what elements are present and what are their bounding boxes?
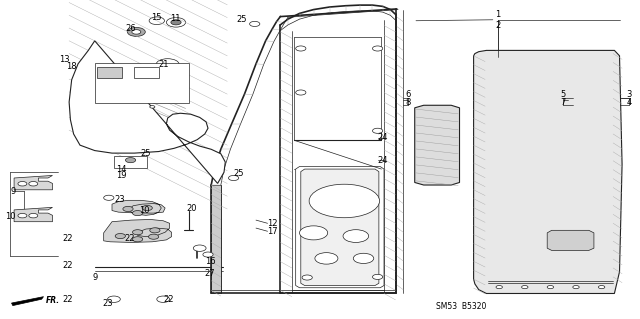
Circle shape xyxy=(573,286,579,289)
Circle shape xyxy=(372,46,383,51)
Text: FR.: FR. xyxy=(46,296,60,305)
Text: 8: 8 xyxy=(406,98,411,107)
Circle shape xyxy=(104,195,114,200)
Circle shape xyxy=(150,106,155,108)
Circle shape xyxy=(108,296,120,302)
Text: 17: 17 xyxy=(268,227,278,236)
Circle shape xyxy=(18,182,27,186)
Text: 25: 25 xyxy=(141,149,151,158)
Text: 23: 23 xyxy=(102,299,113,308)
Circle shape xyxy=(123,206,133,211)
Text: 9: 9 xyxy=(11,187,16,196)
Text: 22: 22 xyxy=(63,234,73,243)
Text: 15: 15 xyxy=(151,13,161,22)
Text: 14: 14 xyxy=(116,165,127,174)
Circle shape xyxy=(372,274,383,279)
Circle shape xyxy=(343,230,369,242)
Circle shape xyxy=(296,46,306,51)
Bar xyxy=(134,67,159,78)
Polygon shape xyxy=(474,50,622,293)
Circle shape xyxy=(157,296,170,302)
Circle shape xyxy=(296,90,306,95)
Circle shape xyxy=(250,21,260,26)
Circle shape xyxy=(125,158,136,163)
Circle shape xyxy=(372,128,383,133)
Text: 22: 22 xyxy=(163,295,173,304)
Text: 13: 13 xyxy=(59,56,69,64)
Text: 22: 22 xyxy=(63,261,73,270)
Bar xyxy=(114,156,147,168)
Circle shape xyxy=(300,226,328,240)
Circle shape xyxy=(353,253,374,263)
Polygon shape xyxy=(547,230,594,250)
Text: 9: 9 xyxy=(92,273,97,282)
Text: 3: 3 xyxy=(627,90,632,99)
Text: 22: 22 xyxy=(63,295,73,304)
Circle shape xyxy=(132,230,143,235)
Ellipse shape xyxy=(309,184,380,218)
Circle shape xyxy=(18,213,27,218)
Text: 12: 12 xyxy=(268,219,278,228)
Circle shape xyxy=(132,237,143,242)
Circle shape xyxy=(156,59,179,70)
Text: 27: 27 xyxy=(205,269,216,278)
Text: 1: 1 xyxy=(495,10,500,19)
Circle shape xyxy=(29,182,38,186)
Circle shape xyxy=(127,27,145,36)
Circle shape xyxy=(115,234,125,239)
Circle shape xyxy=(171,20,181,25)
Circle shape xyxy=(228,175,239,181)
Bar xyxy=(97,67,122,78)
Circle shape xyxy=(547,286,554,289)
Text: 4: 4 xyxy=(627,98,632,107)
Polygon shape xyxy=(112,200,165,215)
Text: 18: 18 xyxy=(67,62,77,71)
Text: 22: 22 xyxy=(125,234,135,243)
Circle shape xyxy=(29,213,38,218)
Circle shape xyxy=(203,252,213,257)
Polygon shape xyxy=(296,167,384,288)
Text: 7: 7 xyxy=(561,98,566,107)
Text: 20: 20 xyxy=(187,204,197,213)
Text: 24: 24 xyxy=(378,156,388,165)
Text: 5: 5 xyxy=(561,90,566,99)
Text: 6: 6 xyxy=(406,90,411,99)
Text: 11: 11 xyxy=(170,14,180,23)
Text: 24: 24 xyxy=(378,133,388,142)
Circle shape xyxy=(166,18,186,27)
Circle shape xyxy=(598,286,605,289)
Text: SM53  B5320: SM53 B5320 xyxy=(436,302,486,311)
Polygon shape xyxy=(301,169,379,286)
Text: 16: 16 xyxy=(205,257,216,266)
Text: 25: 25 xyxy=(234,169,244,178)
Circle shape xyxy=(149,17,164,25)
Text: 19: 19 xyxy=(116,171,127,180)
Circle shape xyxy=(150,228,160,233)
Circle shape xyxy=(148,234,159,239)
Circle shape xyxy=(315,253,338,264)
Polygon shape xyxy=(14,175,52,190)
Circle shape xyxy=(496,286,502,289)
Text: 25: 25 xyxy=(237,15,247,24)
Polygon shape xyxy=(415,105,460,185)
Polygon shape xyxy=(69,41,225,183)
Polygon shape xyxy=(211,185,221,293)
Circle shape xyxy=(132,211,143,216)
Circle shape xyxy=(193,245,206,251)
Bar xyxy=(95,63,189,103)
Polygon shape xyxy=(104,219,172,242)
Circle shape xyxy=(142,205,152,211)
Text: 23: 23 xyxy=(114,195,125,204)
Text: 2: 2 xyxy=(495,21,500,30)
Text: 26: 26 xyxy=(126,24,136,33)
Polygon shape xyxy=(14,207,52,222)
Circle shape xyxy=(522,286,528,289)
Circle shape xyxy=(132,30,141,34)
Text: 10: 10 xyxy=(6,212,16,221)
Text: 21: 21 xyxy=(158,60,168,69)
Text: 10: 10 xyxy=(140,206,150,215)
Circle shape xyxy=(302,275,312,280)
Polygon shape xyxy=(12,297,44,306)
